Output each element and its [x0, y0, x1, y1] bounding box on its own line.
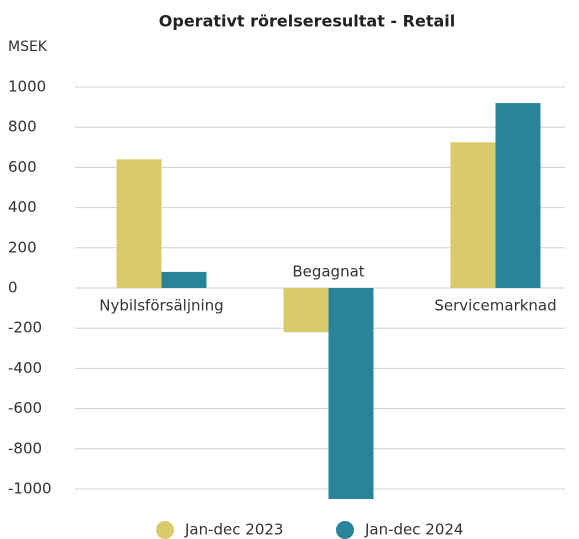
y-tick-label: 800 — [8, 118, 37, 136]
bar — [161, 271, 207, 288]
x-tick-label: Nybilsförsäljning — [99, 297, 223, 315]
bar — [495, 103, 541, 288]
bar — [450, 142, 496, 288]
legend-marker — [336, 521, 354, 539]
x-tick-label: Servicemarknad — [434, 297, 556, 315]
y-tick-label: -400 — [8, 359, 42, 377]
y-tick-label: -600 — [8, 399, 42, 417]
bar — [116, 159, 162, 288]
legend-marker — [156, 521, 174, 539]
y-tick-label: -1000 — [8, 480, 52, 498]
legend-label: Jan-dec 2024 — [364, 521, 463, 539]
chart-title: Operativt rörelseresultat - Retail — [159, 12, 455, 31]
y-tick-label: 400 — [8, 198, 37, 216]
y-tick-label: 600 — [8, 158, 37, 176]
y-tick-label: -200 — [8, 319, 42, 337]
bar — [283, 288, 329, 333]
y-tick-label: -800 — [8, 439, 42, 457]
y-tick-label: 0 — [8, 279, 18, 297]
y-tick-label: 200 — [8, 238, 37, 256]
bar — [328, 288, 374, 500]
x-tick-label: Begagnat — [292, 263, 364, 281]
y-tick-label: 1000 — [8, 78, 46, 96]
legend-label: Jan-dec 2023 — [184, 521, 283, 539]
y-axis-label: MSEK — [8, 39, 48, 55]
